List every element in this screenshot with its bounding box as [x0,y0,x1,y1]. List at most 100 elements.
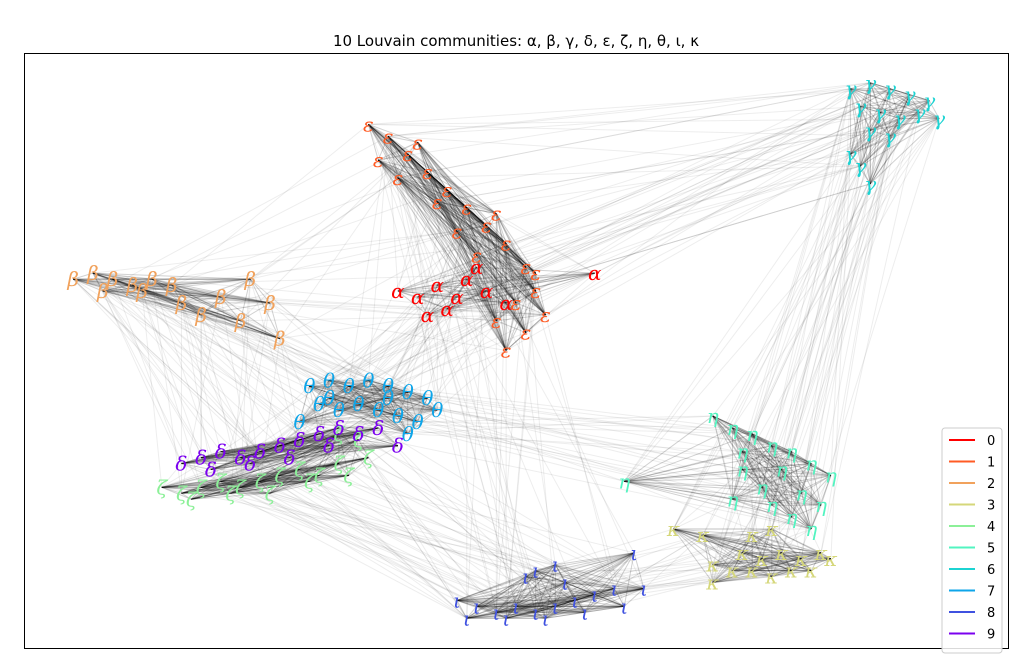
edge-line [92,272,152,280]
edge-line [181,474,320,494]
node-point: ι [561,571,569,595]
edge-line [318,379,369,405]
edge-line [702,534,812,572]
edge-line [751,552,782,572]
node-point: η [805,452,817,476]
edge-line [387,391,408,399]
edge-line [771,528,792,571]
community-8: ι ι ι ι ι ι ι ι ιι ι ι ι ιιι ιιι ι [453,541,648,630]
edge-line [191,474,349,500]
edge-line [220,445,280,453]
edge-line [712,576,772,584]
edge-line [368,124,537,292]
edge-line [279,439,359,476]
edge-line [279,445,468,619]
node-point: κ [745,559,759,583]
edge-line [791,451,802,494]
edge-line [387,136,399,179]
legend-label: 7 [987,585,995,600]
edge-line [624,480,763,488]
edge-line [73,278,143,292]
edge-line [407,153,537,292]
edge-line [850,135,891,155]
edge-line [791,451,812,530]
edge-line [742,445,772,453]
edge-line [820,475,832,506]
edge-line [712,558,802,566]
edge-line [732,516,792,572]
edge-line [387,135,438,203]
edge-line [259,481,271,494]
edge-line [210,445,398,470]
edge-line [436,207,468,411]
edge-line [309,385,418,423]
edge-line [781,552,802,560]
edge-line [299,397,428,423]
edge-line [496,605,517,613]
edge-line [909,94,920,113]
edge-line [132,225,487,286]
edge-line [850,112,881,155]
edge-line [870,117,900,131]
edge-line [810,136,891,530]
edge-line [279,427,340,447]
edge-line [466,225,487,619]
edge-line [397,409,438,417]
edge-line [269,474,320,494]
edge-line [318,254,477,405]
edge-line [318,385,389,476]
edge-line [850,130,871,155]
edge-line [92,272,202,488]
legend-label: 1 [987,456,995,471]
edge-line [486,272,595,292]
edge-line [388,106,861,137]
edge-line [417,415,713,423]
legend-label: 6 [987,563,995,578]
edge-line [791,558,802,571]
edge-line [377,159,536,274]
legend-label: 0 [987,434,995,449]
edge-line [417,141,497,215]
edge-line [397,177,497,215]
edge-line [358,403,379,411]
edge-line [899,94,911,119]
edge-line [417,272,595,298]
edge-line [239,279,251,488]
edge-line [259,409,379,482]
node-point: η [746,422,758,446]
node-point: δ [392,434,404,458]
edge-line [761,558,773,577]
edge-line [92,272,281,340]
edge-line [427,171,527,333]
edge-line [869,82,881,113]
edge-line [486,290,507,351]
edge-line [240,457,546,619]
edge-line [889,112,920,137]
edge-line [436,201,497,321]
edge-line [771,528,783,553]
edge-line [525,576,615,589]
edge-line [535,570,615,589]
edge-line [506,605,556,619]
edge-line [555,605,585,613]
edge-line [299,385,389,423]
edge-line [781,82,871,470]
node-point: ι [581,600,589,624]
edge-line [466,278,507,304]
edge-line [476,225,487,256]
edge-line [437,165,861,286]
edge-line [791,504,822,571]
edge-line [466,576,527,619]
edge-line [741,82,871,470]
edge-line [181,302,409,435]
edge-line [742,469,802,494]
node-point: θ [353,392,365,416]
edge-line [230,492,468,619]
edge-line [249,278,271,304]
edge-line [397,142,419,179]
edge-line [515,290,536,304]
edge-line [436,201,458,232]
edge-line [466,207,537,292]
